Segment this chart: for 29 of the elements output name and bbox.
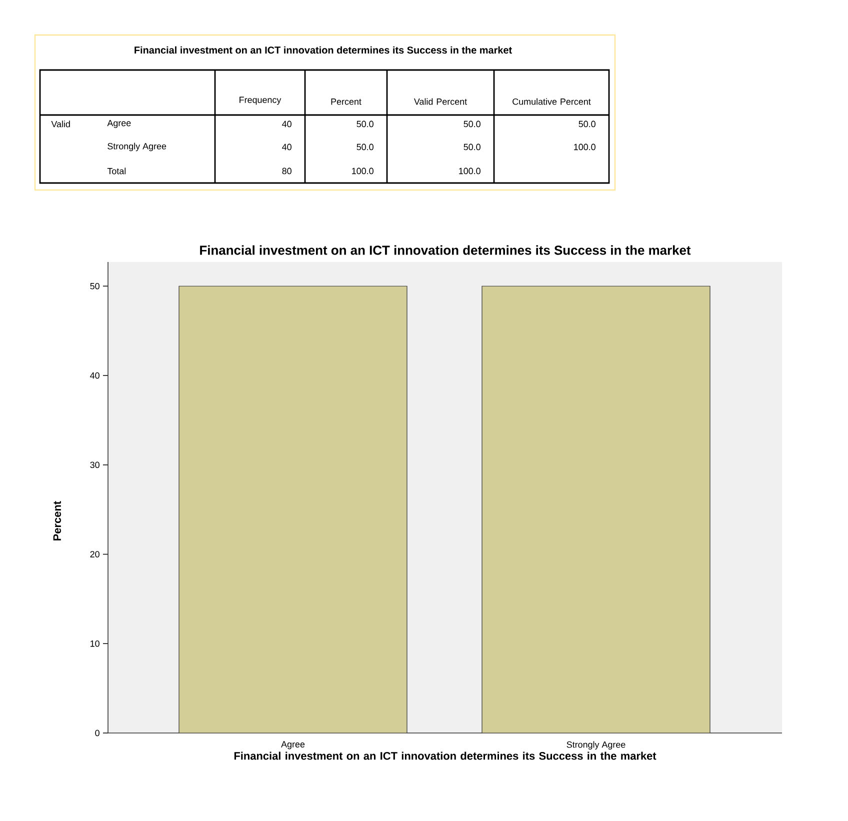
y-tick-label: 0 (95, 730, 100, 736)
text: 50.0 (464, 144, 480, 150)
y-tick-label: 40 (90, 372, 100, 379)
text: 80 (282, 168, 292, 174)
text: Agree (107, 120, 131, 128)
text: 100.0 (352, 168, 374, 174)
text: 50.0 (464, 120, 480, 128)
y-axis-title: Percent (53, 501, 62, 540)
y-tick-label: 30 (90, 462, 100, 468)
text: Percent (331, 98, 362, 105)
text: Valid (51, 120, 70, 128)
chart-title: Financial investment on an ICT innovation determines its Success in the market (200, 245, 691, 255)
text: Strongly Agree (108, 142, 166, 152)
y-tick-label: 50 (90, 282, 100, 290)
text: 100.0 (459, 168, 480, 174)
text: 50.0 (356, 144, 374, 150)
text: Valid Percent (414, 98, 468, 105)
text: 50.0 (356, 120, 374, 128)
text: 100.0 (574, 144, 596, 150)
text: 40 (282, 144, 292, 150)
text: 50.0 (578, 120, 596, 128)
x-axis-title: Financial investment on an ICT innovation determines its Success in the market (234, 752, 656, 760)
text: Financial investment on an ICT innovation determines its Success in the market (134, 46, 512, 54)
text: Total (107, 168, 126, 174)
text: Cumulative Percent (512, 98, 591, 105)
y-tick-label: 10 (90, 640, 100, 647)
y-tick-label: 20 (90, 551, 100, 558)
text: Frequency (240, 96, 282, 105)
text: 40 (282, 120, 292, 128)
